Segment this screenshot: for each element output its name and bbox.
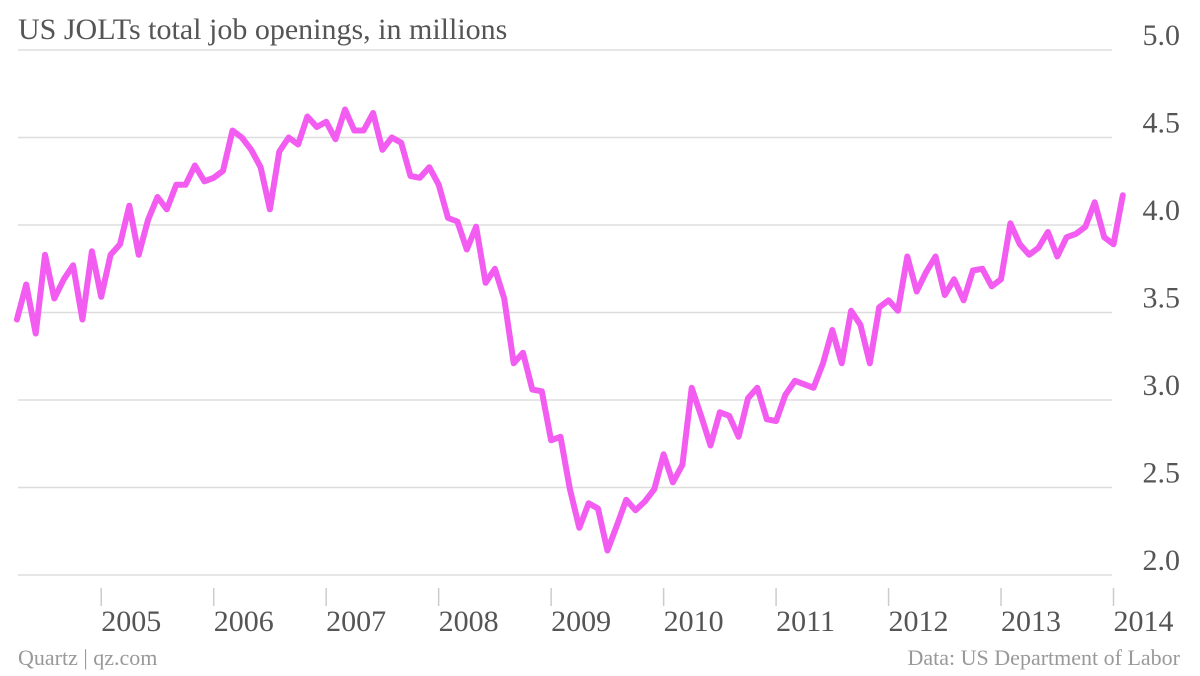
x-tick-label: 2011: [776, 605, 835, 638]
x-tick-label: 2008: [439, 605, 499, 638]
y-tick-label: 2.5: [1143, 456, 1181, 489]
y-tick-label: 3.0: [1143, 369, 1181, 402]
chart-title: US JOLTs total job openings, in millions: [18, 13, 507, 46]
x-tick-label: 2006: [214, 605, 274, 638]
y-tick-label: 2.0: [1143, 544, 1181, 577]
y-tick-label: 4.5: [1143, 106, 1181, 139]
x-tick-label: 2009: [551, 605, 611, 638]
x-tick-label: 2013: [1001, 605, 1061, 638]
x-tick-label: 2014: [1114, 605, 1174, 638]
x-tick-label: 2007: [326, 605, 386, 638]
x-tick-label: 2012: [889, 605, 949, 638]
line: [13, 106, 1126, 554]
y-tick-label: 4.0: [1143, 194, 1181, 227]
source: Data: US Department of Labor: [908, 645, 1181, 670]
x-tick-label: 2005: [101, 605, 161, 638]
x-tick-label: 2010: [664, 605, 724, 638]
y-tick-label: 3.5: [1143, 281, 1181, 314]
credit: Quartz | qz.com: [18, 645, 157, 670]
y-tick-label: 5.0: [1143, 19, 1181, 52]
